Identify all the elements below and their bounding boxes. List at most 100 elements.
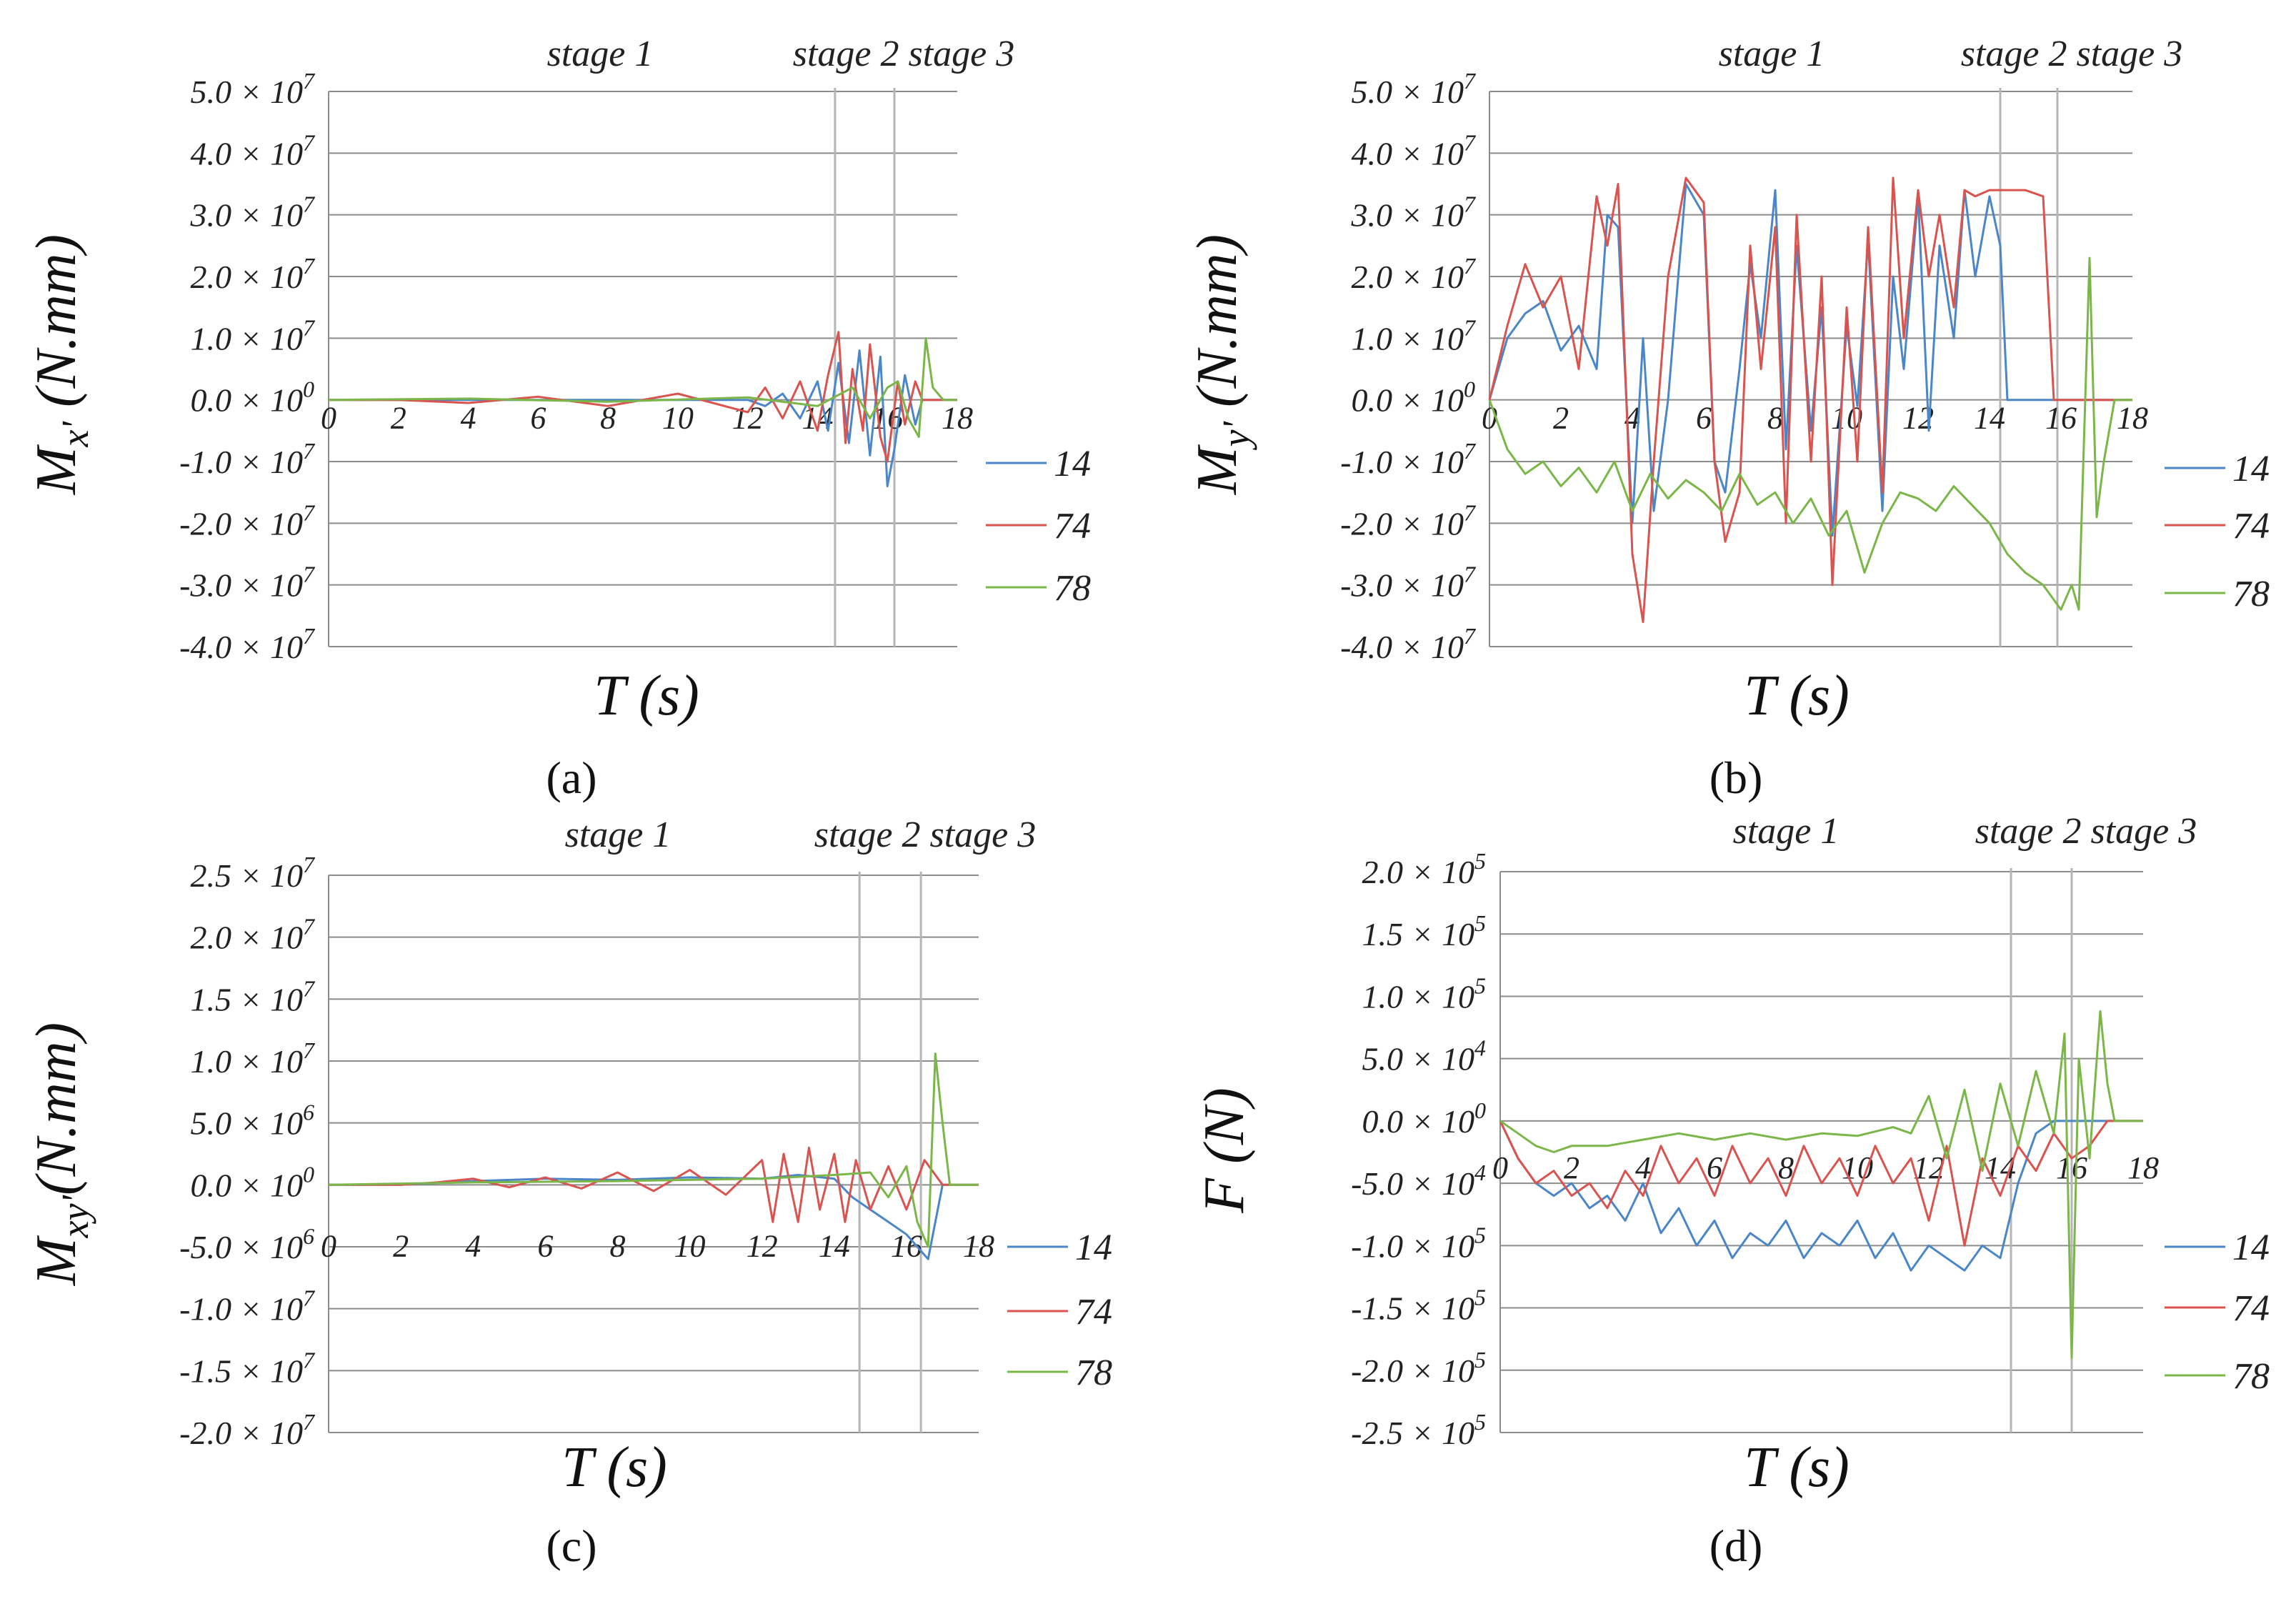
- y-tick-label: 0.0 × 100: [190, 377, 314, 419]
- legend-label-14: 14: [1054, 444, 1091, 484]
- y-tick-label: -3.0 × 107: [1340, 562, 1477, 604]
- legend-label-78: 78: [2232, 1356, 2270, 1397]
- y-tick-label: -5.0 × 104: [1351, 1160, 1486, 1202]
- y-tick-label: 1.0 × 107: [190, 314, 316, 357]
- y-tick-label: -1.0 × 107: [179, 438, 316, 480]
- y-tick-label: 5.0 × 107: [1351, 68, 1477, 110]
- x-tick-label: 6: [1696, 401, 1712, 436]
- y-tick-label: -2.0 × 107: [1340, 499, 1477, 542]
- legend-label-14: 14: [2232, 449, 2270, 489]
- legend-label-74: 74: [1075, 1292, 1112, 1332]
- x-tick-label: 2: [1564, 1150, 1579, 1185]
- panel-label: (c): [546, 1520, 597, 1571]
- x-axis-label: T (s): [1744, 664, 1849, 727]
- stage-2-3-label: stage 2 stage 3: [793, 34, 1015, 74]
- x-tick-label: 0: [321, 401, 336, 436]
- y-tick-label: -1.0 × 107: [1340, 438, 1477, 480]
- x-tick-label: 2: [1553, 401, 1569, 436]
- y-tick-label: -4.0 × 107: [1340, 623, 1477, 665]
- y-tick-label: 2.0 × 105: [1362, 848, 1486, 890]
- panel-label: (d): [1709, 1520, 1763, 1571]
- legend-label-78: 78: [1054, 568, 1091, 609]
- y-tick-label: -2.0 × 105: [1351, 1347, 1486, 1389]
- x-tick-label: 0: [321, 1228, 336, 1263]
- x-tick-label: 6: [530, 401, 546, 436]
- legend-label-74: 74: [1054, 506, 1091, 547]
- x-tick-label: 4: [1635, 1150, 1651, 1185]
- y-tick-label: 5.0 × 106: [190, 1100, 314, 1142]
- y-tick-label: -4.0 × 107: [179, 623, 316, 665]
- x-tick-label: 6: [1707, 1150, 1722, 1185]
- x-tick-label: 10: [674, 1228, 706, 1263]
- y-tick-label: -2.0 × 107: [179, 499, 316, 542]
- y-tick-label: 2.0 × 107: [190, 253, 316, 295]
- y-tick-label: 4.0 × 107: [190, 129, 316, 171]
- panel-label: (a): [546, 752, 597, 803]
- y-axis-label: Mxy'(N.mm): [25, 1022, 96, 1286]
- series-line-14: [1499, 1120, 2143, 1272]
- x-tick-label: 4: [461, 401, 476, 436]
- y-tick-label: -2.5 × 105: [1351, 1409, 1486, 1451]
- x-tick-label: 16: [2045, 401, 2077, 436]
- y-tick-label: 5.0 × 107: [190, 68, 316, 110]
- legend-label-78: 78: [1075, 1353, 1112, 1393]
- y-tick-label: 2.5 × 107: [190, 852, 316, 894]
- stage-2-3-label: stage 2 stage 3: [814, 815, 1037, 855]
- stage-1-label: stage 1: [565, 815, 672, 855]
- y-tick-label: -1.5 × 105: [1351, 1285, 1486, 1327]
- x-tick-label: 8: [600, 401, 616, 436]
- y-tick-label: 2.0 × 107: [1351, 253, 1477, 295]
- y-tick-label: 3.0 × 107: [1350, 191, 1477, 234]
- x-tick-label: 8: [1767, 401, 1783, 436]
- x-tick-label: 4: [465, 1228, 481, 1263]
- y-axis-label: My' (N.mm): [1186, 234, 1257, 495]
- x-tick-label: 14: [1974, 401, 2005, 436]
- y-axis-label: Mx' (N.mm): [25, 234, 96, 495]
- x-tick-label: 14: [819, 1228, 850, 1263]
- chart-panel-a: 5.0 × 107 4.0 × 107 3.0 × 107 2.0 × 107 1.0 …: [25, 34, 1091, 803]
- chart-panel-c: 2.5 × 107 2.0 × 107 1.5 × 107 1.0 × 107 5.0 …: [25, 815, 1112, 1571]
- legend-label-78: 78: [2232, 574, 2270, 614]
- series-line-74: [329, 331, 957, 463]
- x-tick-label: 12: [732, 401, 764, 436]
- chart-panel-d: 2.0 × 105 1.5 × 105 1.0 × 105 5.0 × 104 0.0 …: [1193, 811, 2270, 1571]
- x-tick-label: 2: [391, 401, 406, 436]
- y-tick-label: 4.0 × 107: [1351, 129, 1477, 171]
- legend-label-74: 74: [2232, 1288, 2270, 1329]
- y-tick-label: -2.0 × 107: [179, 1409, 316, 1451]
- y-tick-label: 1.5 × 105: [1362, 910, 1486, 952]
- series-line-78: [328, 337, 957, 438]
- x-tick-label: 0: [1492, 1150, 1508, 1185]
- stage-1-label: stage 1: [1733, 811, 1840, 852]
- x-tick-label: 2: [393, 1228, 409, 1263]
- panel-label: (b): [1709, 752, 1763, 803]
- y-tick-label: 2.0 × 107: [190, 914, 316, 956]
- x-axis-label: T (s): [594, 664, 699, 727]
- x-tick-label: 8: [1778, 1150, 1794, 1185]
- chart-panel-b: 5.0 × 107 4.0 × 107 3.0 × 107 2.0 × 107 1.0 …: [1186, 34, 2270, 803]
- y-axis-label: F (N): [1193, 1087, 1256, 1214]
- x-tick-label: 18: [963, 1228, 994, 1263]
- y-tick-label: -5.0 × 106: [179, 1223, 314, 1265]
- y-tick-label: 1.5 × 107: [190, 975, 316, 1017]
- legend-label-74: 74: [2232, 506, 2270, 547]
- x-tick-label: 12: [747, 1228, 778, 1263]
- series-line-14: [329, 1174, 979, 1260]
- x-tick-label: 16: [2056, 1150, 2087, 1185]
- x-tick-label: 10: [662, 401, 694, 436]
- y-tick-label: -1.5 × 107: [179, 1347, 316, 1389]
- x-tick-label: 6: [537, 1228, 553, 1263]
- y-tick-label: 1.0 × 107: [190, 1037, 316, 1080]
- stage-1-label: stage 1: [547, 34, 654, 74]
- y-tick-label: 0.0 × 100: [190, 1161, 314, 1203]
- y-tick-label: -1.0 × 107: [179, 1285, 316, 1327]
- series-line-74: [1488, 176, 2132, 623]
- series-line-78: [1488, 256, 2132, 611]
- y-tick-label: -1.0 × 105: [1351, 1222, 1486, 1264]
- x-tick-label: 18: [2127, 1150, 2159, 1185]
- y-tick-label: 0.0 × 100: [1362, 1097, 1486, 1140]
- y-tick-label: 1.0 × 105: [1362, 972, 1486, 1015]
- stage-2-3-label: stage 2 stage 3: [1961, 34, 2183, 74]
- y-tick-label: 5.0 × 104: [1362, 1035, 1486, 1077]
